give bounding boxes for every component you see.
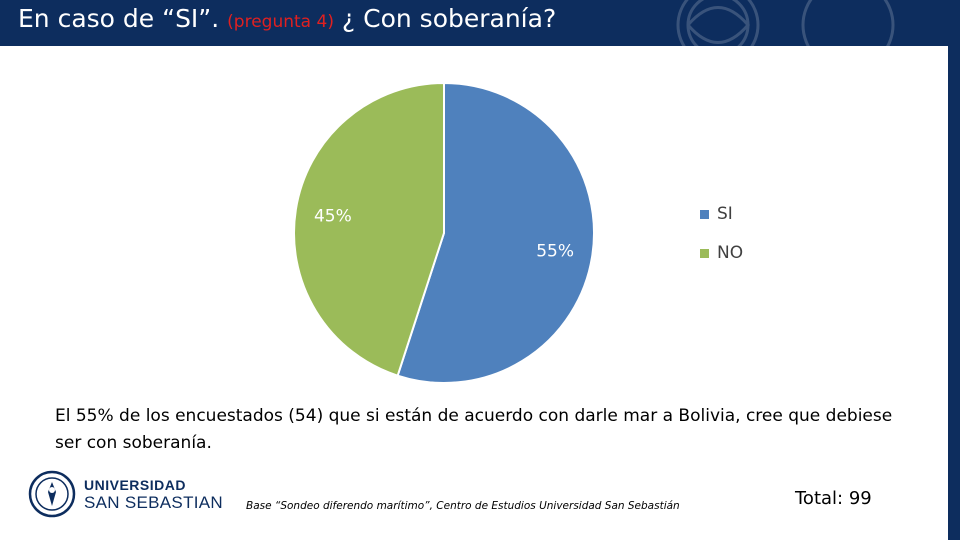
legend-label-no: NO bbox=[717, 243, 744, 263]
logo-line-2: SAN SEBASTIAN bbox=[84, 493, 223, 512]
legend-swatch-si bbox=[700, 209, 709, 219]
pie-slice-si bbox=[396, 81, 595, 384]
total-label: Total: bbox=[795, 488, 844, 509]
university-seal-icon bbox=[28, 470, 76, 518]
pie-chart: 55% 45% bbox=[293, 81, 595, 384]
pie-slice-no bbox=[293, 81, 445, 377]
title-question-number: (pregunta 4) bbox=[227, 12, 334, 32]
legend-item-no: NO bbox=[700, 243, 743, 263]
university-logo: UNIVERSIDAD SAN SEBASTIAN bbox=[28, 470, 223, 518]
header-bar: En caso de “SI”. (pregunta 4) ¿ Con sobe… bbox=[0, 0, 948, 46]
source-note: Base “Sondeo diferendo marítimo”, Centro… bbox=[246, 500, 680, 512]
logo-line-1: UNIVERSIDAD bbox=[84, 477, 186, 493]
legend-item-si: SI bbox=[700, 204, 743, 224]
data-label-no: 45% bbox=[314, 206, 352, 226]
data-label-si: 55% bbox=[536, 242, 574, 262]
right-edge-bar bbox=[948, 0, 960, 540]
logo-text: UNIVERSIDAD SAN SEBASTIAN bbox=[84, 477, 223, 511]
title-main: En caso de “SI”. bbox=[18, 4, 220, 33]
total-count: Total: 99 bbox=[795, 488, 872, 509]
page-title: En caso de “SI”. (pregunta 4) ¿ Con sobe… bbox=[18, 4, 556, 33]
title-question: ¿ Con soberanía? bbox=[341, 4, 557, 33]
description-text: El 55% de los encuestados (54) que si es… bbox=[55, 406, 893, 453]
chart-legend: SI NO bbox=[700, 204, 743, 282]
legend-label-si: SI bbox=[717, 204, 733, 224]
legend-swatch-no bbox=[700, 248, 709, 258]
total-value: 99 bbox=[848, 488, 872, 509]
watermark-ornament bbox=[676, 0, 895, 46]
